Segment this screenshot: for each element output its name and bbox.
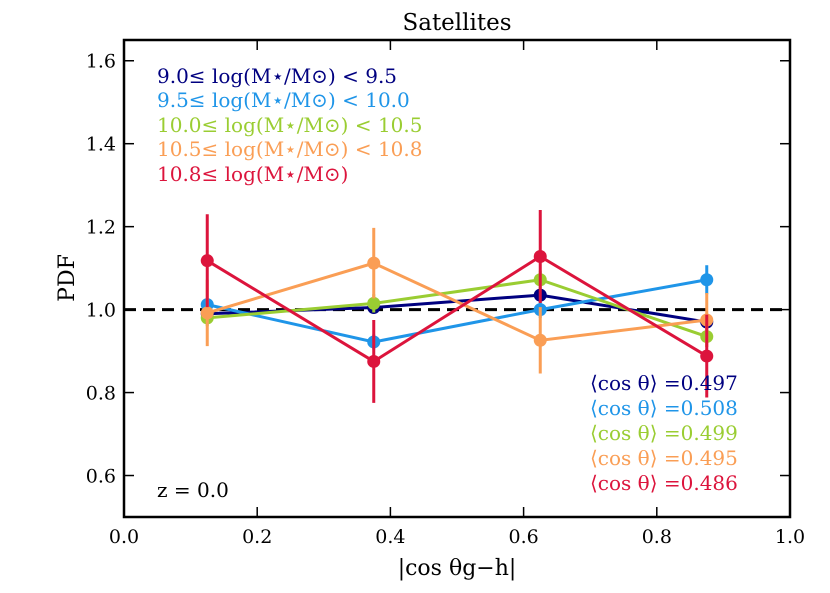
- x-tick-label-4: 0.8: [642, 526, 672, 548]
- data-series: [200, 210, 714, 403]
- y-tick-label-4: 1.4: [86, 134, 116, 156]
- mean-label-0: ⟨cos θ⟩ =0.497: [590, 371, 738, 395]
- data-point-3-0: [200, 306, 214, 320]
- plot-frame: [122, 38, 792, 519]
- legend-entry-2: 10.0≤ log(M⋆/M⊙) < 10.5: [157, 113, 422, 137]
- x-tick-label-5: 1.0: [775, 526, 805, 548]
- x-tick-label-2: 0.4: [375, 526, 405, 548]
- chart-title: Satellites: [402, 10, 511, 36]
- data-point-2-1: [367, 296, 381, 310]
- data-point-4-3: [700, 349, 714, 363]
- mean-label-4: ⟨cos θ⟩ =0.486: [590, 471, 738, 495]
- data-point-4-1: [367, 354, 381, 368]
- y-axis-label: PDF: [55, 254, 80, 302]
- x-axis-label: |cos θg−h|: [398, 556, 517, 581]
- legend: 9.0≤ log(M⋆/M⊙) < 9.5 9.5≤ log(M⋆/M⊙) < …: [157, 64, 422, 186]
- y-tick-label-5: 1.6: [86, 51, 116, 73]
- legend-entry-4: 10.8≤ log(M⋆/M⊙): [157, 162, 348, 186]
- axis-ticks: 0.0 0.2 0.4 0.6 0.8 1.0 0.6 0.8 1.0 1.2 1.4 1.6: [86, 40, 805, 548]
- series-line-1: [206, 278, 708, 344]
- data-point-4-2: [533, 250, 547, 264]
- data-point-1-3: [700, 273, 714, 287]
- legend-entry-1: 9.5≤ log(M⋆/M⊙) < 10.0: [157, 88, 410, 112]
- mean-label-2: ⟨cos θ⟩ =0.499: [590, 421, 738, 445]
- x-tick-label-3: 0.6: [508, 526, 538, 548]
- redshift-annotation: z = 0.0: [157, 478, 229, 502]
- series-line-4: [206, 254, 708, 364]
- data-point-4-0: [200, 254, 214, 268]
- data-point-3-2: [533, 333, 547, 347]
- mean-label-3: ⟨cos θ⟩ =0.495: [590, 446, 738, 470]
- y-tick-label-2: 1.0: [86, 300, 116, 322]
- legend-entry-3: 10.5≤ log(M⋆/M⊙) < 10.8: [157, 137, 422, 161]
- series-4: [200, 210, 714, 403]
- data-point-3-1: [367, 256, 381, 270]
- y-tick-label-0: 0.6: [86, 466, 116, 488]
- y-tick-label-3: 1.2: [86, 217, 116, 239]
- series-line-3: [206, 261, 707, 342]
- series-3: [200, 227, 714, 374]
- mean-labels: ⟨cos θ⟩ =0.497 ⟨cos θ⟩ =0.508 ⟨cos θ⟩ =0…: [590, 371, 738, 495]
- x-tick-label-0: 0.0: [109, 526, 139, 548]
- mean-label-1: ⟨cos θ⟩ =0.508: [590, 396, 738, 420]
- legend-entry-0: 9.0≤ log(M⋆/M⊙) < 9.5: [157, 64, 397, 88]
- y-tick-label-1: 0.8: [86, 383, 116, 405]
- x-tick-label-1: 0.2: [242, 526, 272, 548]
